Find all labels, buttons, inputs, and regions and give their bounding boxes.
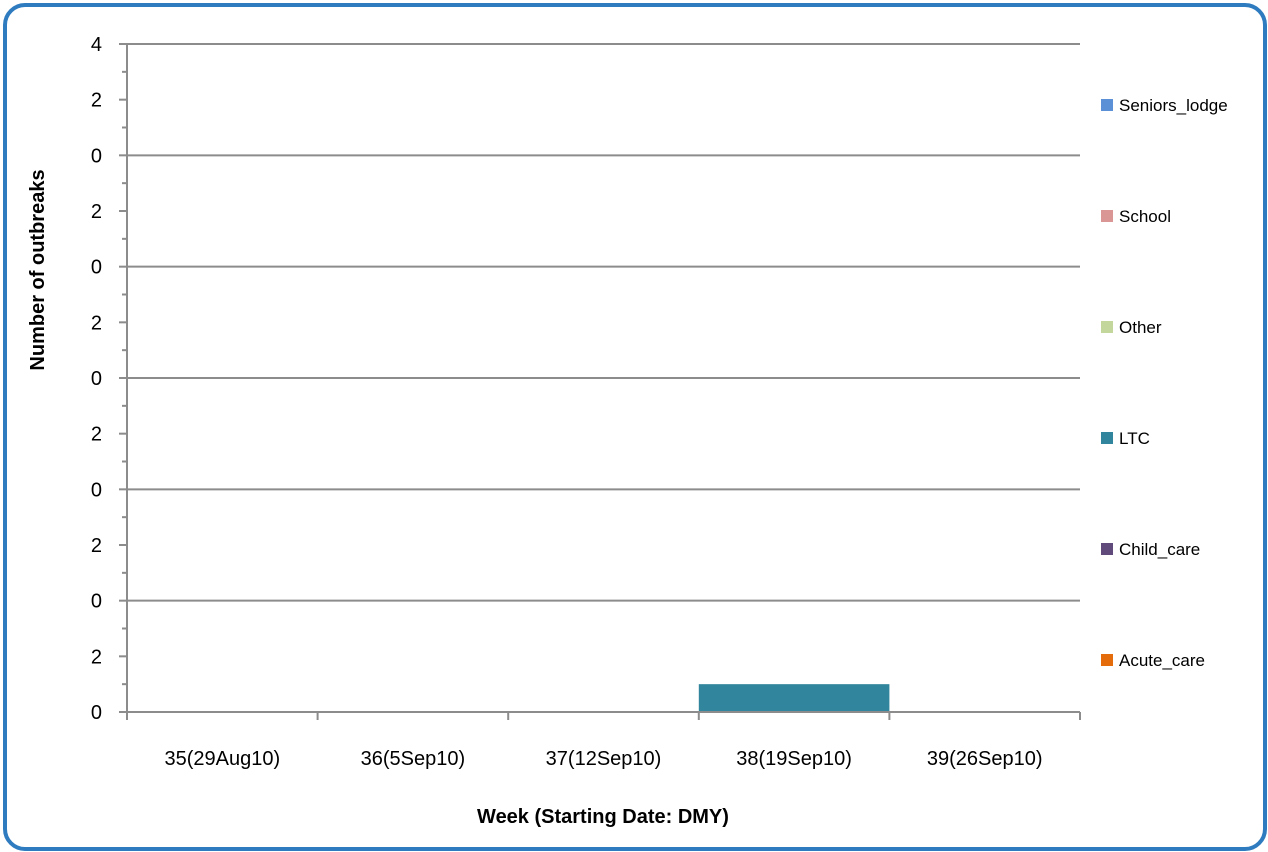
legend-label: Acute_care <box>1119 651 1205 670</box>
y-tick-label: 0 <box>91 479 102 501</box>
legend-swatch <box>1101 432 1113 444</box>
x-axis-title: Week (Starting Date: DMY) <box>477 806 729 828</box>
legend-swatch <box>1101 99 1113 111</box>
bar-ltc <box>698 684 890 712</box>
legend-swatch <box>1101 210 1113 222</box>
gridlines <box>127 43 1080 602</box>
x-tick-labels: 35(29Aug10) 36(5Sep10) 37(12Sep10) 38(19Sep… <box>164 748 1042 770</box>
y-tick-label: 0 <box>91 591 102 613</box>
x-tick-label: 38(19Sep10) <box>736 748 852 770</box>
legend-item: LTC <box>1101 429 1150 448</box>
y-tick-label: 0 <box>91 368 102 390</box>
y-tick-label: 2 <box>91 424 102 446</box>
legend-item: Seniors_lodge <box>1101 96 1228 115</box>
legend-item: Other <box>1101 318 1162 337</box>
axes <box>119 43 1081 720</box>
y-tick-label: 2 <box>91 90 102 112</box>
chart-frame <box>3 3 1267 851</box>
legend-swatch <box>1101 654 1113 666</box>
legend-item: School <box>1101 207 1171 226</box>
legend-label: Other <box>1119 318 1162 337</box>
legend-item: Child_care <box>1101 540 1200 559</box>
x-tick-label: 36(5Sep10) <box>361 748 466 770</box>
legend-label: Seniors_lodge <box>1119 96 1228 115</box>
legend-swatch <box>1101 543 1113 555</box>
legend-label: Child_care <box>1119 540 1200 559</box>
y-tick-label: 2 <box>91 312 102 334</box>
y-tick-labels: 0 2 0 2 0 2 0 2 0 2 0 2 4 <box>91 34 102 724</box>
y-tick-label: 2 <box>91 646 102 668</box>
x-tick-label: 37(12Sep10) <box>546 748 662 770</box>
bars <box>698 684 890 712</box>
legend-label: School <box>1119 207 1171 226</box>
legend-item: Acute_care <box>1101 651 1205 670</box>
legend-label: LTC <box>1119 429 1150 448</box>
x-tick-label: 35(29Aug10) <box>164 748 280 770</box>
y-axis-title: Number of outbreaks <box>27 169 49 370</box>
y-tick-label: 0 <box>91 257 102 279</box>
y-tick-label: 0 <box>91 702 102 724</box>
y-tick-label: 0 <box>91 145 102 167</box>
x-tick-label: 39(26Sep10) <box>927 748 1043 770</box>
y-tick-label: 2 <box>91 535 102 557</box>
legend: Seniors_lodge School Other LTC Child_care Acu… <box>1101 96 1228 670</box>
y-tick-label: 4 <box>91 34 102 56</box>
legend-swatch <box>1101 321 1113 333</box>
y-tick-label: 2 <box>91 201 102 223</box>
